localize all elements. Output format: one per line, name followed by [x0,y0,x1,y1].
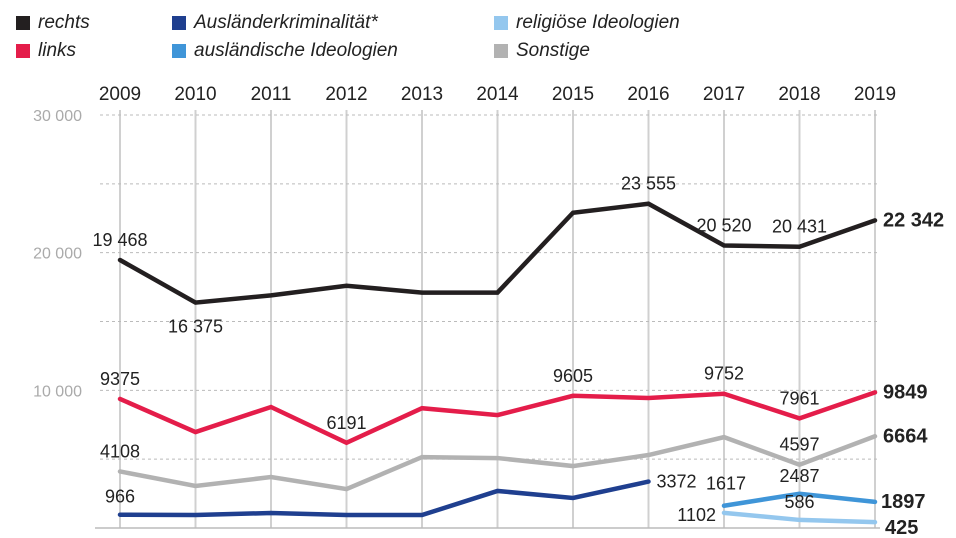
x-tick-label: 2014 [476,84,519,105]
x-tick-label: 2017 [703,84,745,105]
legend-label: links [38,40,77,61]
data-label: 1102 [677,505,716,525]
legend-swatch [172,44,186,58]
y-tick-label: 20 000 [33,246,82,263]
legend-item-rechts: rechts [16,12,90,34]
data-label: 9752 [704,364,744,384]
legend-label: Ausländerkriminalität* [194,12,378,33]
data-label: 16 375 [168,317,223,337]
data-label: 20 431 [772,217,827,237]
legend-item-auslaenderkriminalitaet: Ausländerkriminalität* [172,12,378,34]
series-religi-se-ideologien: 1102 586 425 [677,492,918,538]
legend-label: ausländische Ideologien [194,40,398,61]
data-label: 6191 [326,413,366,433]
x-tick-label: 2010 [174,84,216,105]
legend-label: Sonstige [516,40,590,61]
data-label: 22 342 [883,209,944,231]
legend-item-links: links [16,40,76,62]
series-rechts: 19 468 16 375 23 555 20 520 20 431 22 342 [92,174,944,337]
x-tick-label: 2012 [325,84,367,105]
series-sonstige: 4108 4597 6664 [100,425,928,492]
x-tick-label: 2019 [854,84,896,105]
data-label: 19 468 [92,230,147,250]
series-line [117,479,651,518]
data-label: 6664 [883,425,928,447]
data-label: 1897 [881,491,926,513]
x-tick-label: 2011 [251,84,292,105]
data-label: 425 [885,517,918,538]
data-label: 20 520 [696,216,751,236]
data-label: 7961 [779,388,819,408]
legend-label: rechts [38,12,90,33]
data-label: 3372 [657,472,697,492]
legend-swatch [494,44,508,58]
data-label: 4597 [779,435,819,455]
x-tick-label: 2013 [401,84,443,105]
series-ausl-ndische-ideologien: 1617 2487 1897 [706,466,926,513]
x-tick-label: 2018 [778,84,820,105]
data-label: 4108 [100,441,140,461]
data-label: 9849 [883,381,928,403]
data-label: 1617 [706,474,746,494]
x-tick-label: 2015 [552,84,594,105]
series-links: 9375 6191 9605 9752 7961 9849 [100,364,928,446]
data-label: 966 [105,487,135,507]
legend-swatch [16,16,30,30]
legend-swatch [172,16,186,30]
data-label: 23 555 [621,174,676,194]
legend-swatch [494,16,508,30]
legend-item-religioese-ideologien: religiöse Ideologien [494,12,680,34]
data-label: 586 [784,492,814,512]
data-label: 2487 [779,466,819,486]
legend-swatch [16,44,30,58]
x-tick-label: 2016 [627,84,669,105]
x-tick-label: 2009 [99,84,141,105]
data-label: 9375 [100,369,140,389]
series-ausl-nderkriminalit-t-: 966 3372 [105,472,697,518]
y-tick-label: 30 000 [33,108,82,125]
legend-item-sonstige: Sonstige [494,40,590,62]
legend-item-auslaendische-ideologien: ausländische Ideologien [172,40,398,62]
data-label: 9605 [553,366,593,386]
legend-label: religiöse Ideologien [516,12,680,33]
y-tick-label: 10 000 [33,383,82,400]
